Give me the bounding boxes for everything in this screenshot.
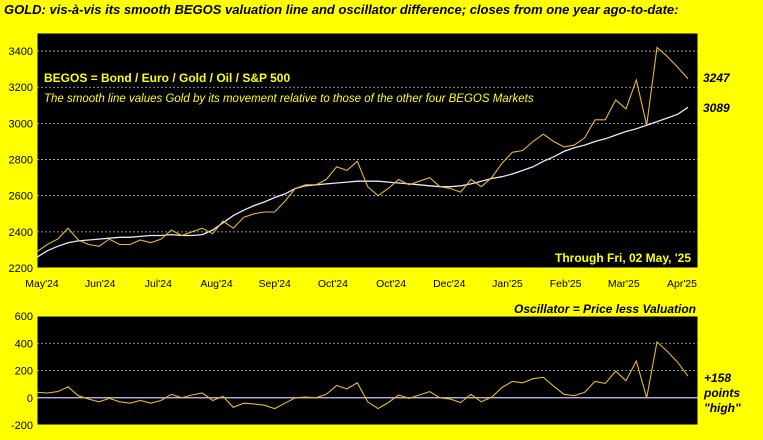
oscillator-end-label-line-1: +158 bbox=[704, 371, 731, 385]
oscillator-y-tick-label: -200 bbox=[11, 420, 33, 432]
oscillator-y-tick-label: 0 bbox=[27, 393, 33, 405]
main-x-tick-label: May'24 bbox=[25, 278, 59, 290]
main-y-tick-label: 2200 bbox=[9, 263, 33, 275]
valuation-end-label: 3089 bbox=[703, 101, 730, 115]
main-x-tick-label: Feb'25 bbox=[550, 278, 582, 290]
main-y-tick-label: 2800 bbox=[9, 155, 33, 167]
main-y-tick-label: 3400 bbox=[9, 46, 33, 58]
main-x-tick-label: Apr'25 bbox=[667, 278, 697, 290]
begos-heading: BEGOS = Bond / Euro / Gold / Oil / S&P 5… bbox=[44, 71, 290, 85]
main-x-tick-label: Oct'24 bbox=[376, 278, 406, 290]
main-x-tick-label: Sep'24 bbox=[259, 278, 292, 290]
main-plot-area bbox=[36, 32, 699, 269]
through-date-label: Through Fri, 02 May, '25 bbox=[555, 251, 691, 265]
main-y-tick-label: 2400 bbox=[9, 227, 33, 239]
oscillator-series-line bbox=[36, 340, 689, 410]
oscillator-y-tick-label: 200 bbox=[15, 366, 33, 378]
main-x-tick-label: Mar'25 bbox=[608, 278, 640, 290]
oscillator-end-label-line-3: "high" bbox=[704, 401, 741, 415]
main-x-tick-label: Jun'24 bbox=[85, 278, 116, 290]
main-y-tick-label: 2600 bbox=[9, 191, 33, 203]
main-y-tick-labels: 2200 2400 2600 2800 3000 3200 3400 bbox=[9, 46, 33, 275]
main-x-tick-label: Jul'24 bbox=[145, 278, 172, 290]
oscillator-y-tick-label: 600 bbox=[15, 311, 33, 323]
main-x-tick-label: Aug'24 bbox=[200, 278, 233, 290]
chart-title: GOLD: vis-à-vis its smooth BEGOS valuati… bbox=[4, 2, 678, 17]
oscillator-y-tick-labels: -200 0 200 400 600 bbox=[11, 311, 33, 432]
valuation-series-line bbox=[36, 106, 689, 258]
main-y-tick-label: 3200 bbox=[9, 82, 33, 94]
main-y-tick-label: 3000 bbox=[9, 118, 33, 130]
main-x-tick-labels: May'24 Jun'24 Jul'24 Aug'24 Sep'24 Oct'24 Oct'… bbox=[25, 278, 697, 290]
oscillator-title: Oscillator = Price less Valuation bbox=[514, 302, 696, 316]
price-end-label: 3247 bbox=[703, 71, 731, 85]
oscillator-end-label-line-2: points bbox=[703, 386, 740, 400]
oscillator-y-tick-label: 400 bbox=[15, 338, 33, 350]
main-x-tick-label: Oct'24 bbox=[318, 278, 348, 290]
main-x-tick-label: Dec'24 bbox=[433, 278, 466, 290]
main-x-tick-label: Jan'25 bbox=[492, 278, 523, 290]
begos-description: The smooth line values Gold by its movem… bbox=[44, 93, 534, 105]
price-series-line bbox=[36, 46, 689, 253]
